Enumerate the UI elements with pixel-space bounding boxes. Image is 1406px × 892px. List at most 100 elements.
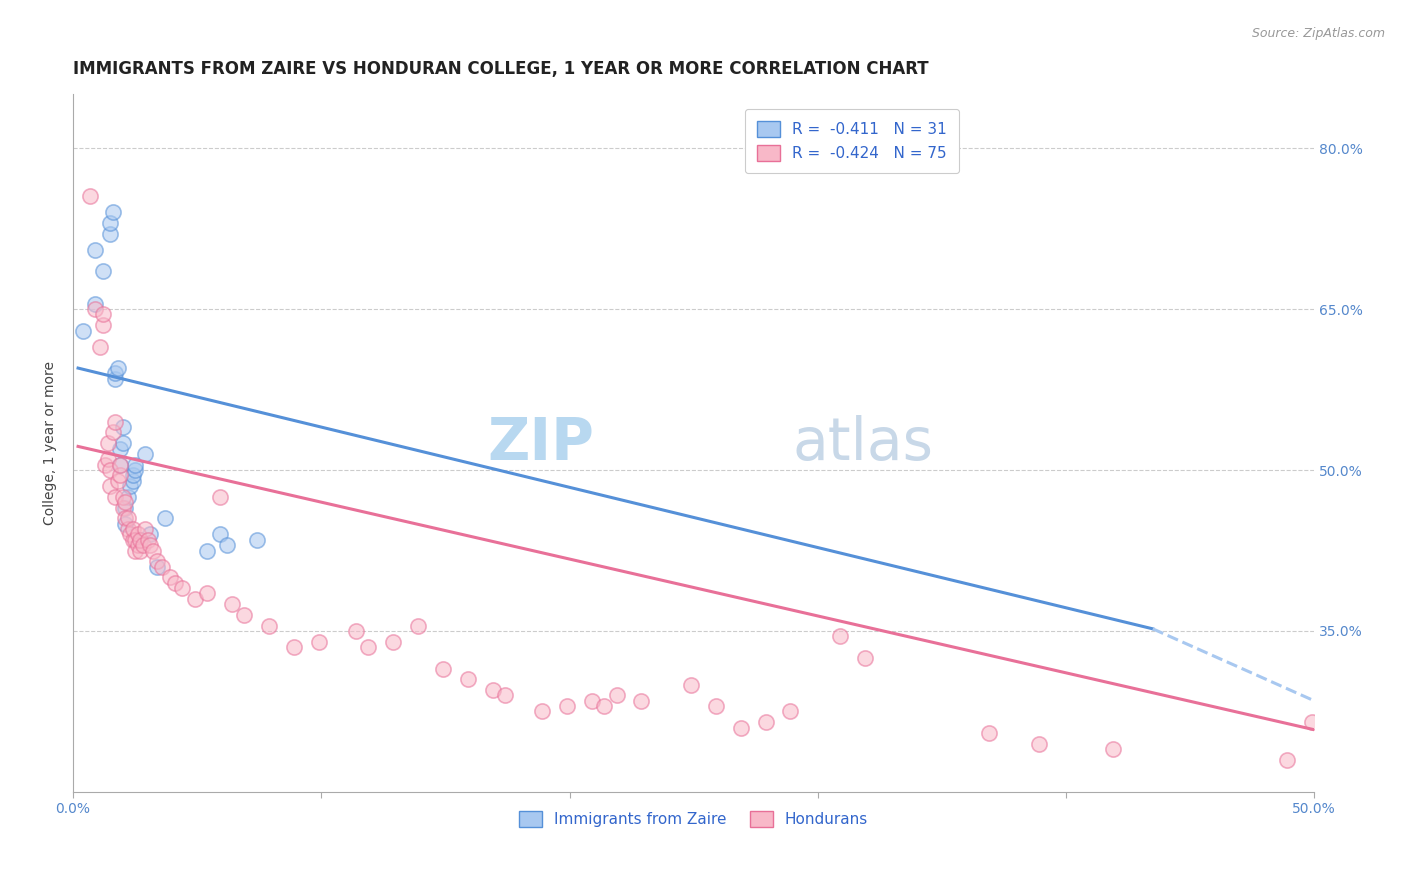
Y-axis label: College, 1 year or more: College, 1 year or more bbox=[44, 361, 58, 525]
Point bbox=[531, 705, 554, 719]
Point bbox=[730, 721, 752, 735]
Point bbox=[124, 458, 146, 472]
Point bbox=[121, 468, 143, 483]
Point bbox=[84, 243, 107, 257]
Point bbox=[136, 533, 159, 547]
Point bbox=[120, 479, 142, 493]
Point bbox=[853, 650, 876, 665]
Point bbox=[129, 533, 152, 547]
Point bbox=[91, 307, 114, 321]
Legend: Immigrants from Zaire, Hondurans: Immigrants from Zaire, Hondurans bbox=[513, 805, 875, 833]
Point bbox=[139, 527, 162, 541]
Point bbox=[357, 640, 380, 654]
Point bbox=[172, 581, 194, 595]
Point bbox=[1275, 753, 1298, 767]
Point bbox=[246, 533, 269, 547]
Point bbox=[382, 634, 405, 648]
Point bbox=[755, 715, 778, 730]
Point bbox=[308, 634, 330, 648]
Text: Source: ZipAtlas.com: Source: ZipAtlas.com bbox=[1251, 27, 1385, 40]
Point bbox=[111, 420, 134, 434]
Point bbox=[117, 511, 139, 525]
Point bbox=[131, 538, 153, 552]
Point bbox=[98, 216, 121, 230]
Point bbox=[97, 452, 120, 467]
Point bbox=[104, 372, 127, 386]
Point bbox=[163, 575, 186, 590]
Point bbox=[79, 189, 101, 203]
Point bbox=[159, 570, 181, 584]
Point bbox=[681, 678, 703, 692]
Point bbox=[98, 479, 121, 493]
Point bbox=[120, 527, 142, 541]
Point bbox=[111, 500, 134, 515]
Point bbox=[221, 597, 243, 611]
Point bbox=[114, 500, 136, 515]
Point bbox=[208, 527, 231, 541]
Point bbox=[121, 474, 143, 488]
Point bbox=[457, 673, 479, 687]
Point bbox=[94, 458, 117, 472]
Point bbox=[593, 699, 616, 714]
Point bbox=[127, 527, 149, 541]
Point bbox=[124, 533, 146, 547]
Point bbox=[129, 543, 152, 558]
Point bbox=[195, 586, 218, 600]
Point bbox=[630, 694, 652, 708]
Point bbox=[494, 689, 516, 703]
Point bbox=[107, 361, 129, 376]
Point bbox=[208, 490, 231, 504]
Point bbox=[114, 511, 136, 525]
Point bbox=[91, 318, 114, 333]
Point bbox=[124, 463, 146, 477]
Text: atlas: atlas bbox=[793, 415, 934, 472]
Point bbox=[153, 511, 176, 525]
Point bbox=[104, 490, 127, 504]
Point bbox=[117, 490, 139, 504]
Point bbox=[114, 516, 136, 531]
Point bbox=[134, 522, 156, 536]
Point bbox=[107, 474, 129, 488]
Point bbox=[233, 607, 256, 622]
Point bbox=[406, 618, 429, 632]
Point bbox=[146, 559, 169, 574]
Point bbox=[101, 425, 124, 440]
Point bbox=[124, 543, 146, 558]
Point bbox=[121, 533, 143, 547]
Point bbox=[134, 447, 156, 461]
Point bbox=[110, 442, 132, 456]
Point bbox=[110, 458, 132, 472]
Point bbox=[1301, 715, 1323, 730]
Point bbox=[104, 415, 127, 429]
Point bbox=[127, 538, 149, 552]
Point bbox=[72, 324, 94, 338]
Point bbox=[139, 538, 162, 552]
Point bbox=[195, 543, 218, 558]
Point bbox=[110, 468, 132, 483]
Point bbox=[91, 264, 114, 278]
Point bbox=[283, 640, 305, 654]
Point bbox=[117, 522, 139, 536]
Text: ZIP: ZIP bbox=[488, 415, 595, 472]
Point bbox=[84, 296, 107, 310]
Point bbox=[581, 694, 603, 708]
Point bbox=[98, 227, 121, 241]
Point bbox=[114, 495, 136, 509]
Point bbox=[1028, 737, 1050, 751]
Point bbox=[704, 699, 727, 714]
Point bbox=[111, 436, 134, 450]
Point bbox=[98, 463, 121, 477]
Point bbox=[97, 436, 120, 450]
Point bbox=[977, 726, 1000, 740]
Point bbox=[1102, 742, 1125, 756]
Point bbox=[101, 205, 124, 219]
Point bbox=[129, 533, 152, 547]
Point bbox=[121, 522, 143, 536]
Point bbox=[152, 559, 174, 574]
Point bbox=[257, 618, 280, 632]
Text: IMMIGRANTS FROM ZAIRE VS HONDURAN COLLEGE, 1 YEAR OR MORE CORRELATION CHART: IMMIGRANTS FROM ZAIRE VS HONDURAN COLLEG… bbox=[73, 60, 929, 78]
Point bbox=[111, 490, 134, 504]
Point bbox=[146, 554, 169, 568]
Point bbox=[481, 683, 503, 698]
Point bbox=[344, 624, 367, 638]
